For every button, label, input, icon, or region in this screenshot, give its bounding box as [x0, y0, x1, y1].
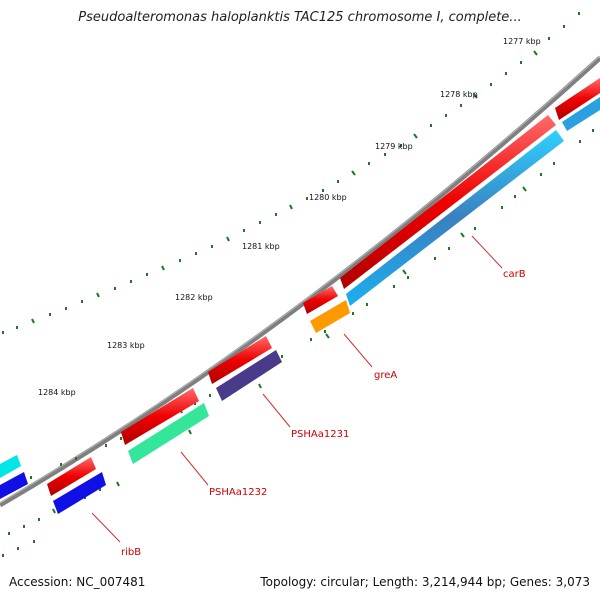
map-title: Pseudoalteromonas haloplanktis TAC125 ch… — [78, 10, 522, 25]
gene-feature[interactable] — [562, 97, 600, 131]
gene-label-ribb[interactable]: ribB — [121, 547, 141, 558]
gene-feature-ribb[interactable] — [47, 457, 96, 496]
gene-label-grea[interactable]: greA — [374, 370, 397, 381]
gene-label-pshaa1231[interactable]: PSHAa1231 — [291, 429, 349, 440]
gene-feature-carb-minus[interactable] — [346, 130, 564, 306]
tick-label: 1277 kbp — [503, 37, 541, 46]
tick-label: 1280 kbp — [309, 193, 347, 202]
gene-feature-pshaa1231-minus[interactable] — [216, 350, 282, 401]
gene-feature-pshaa1231[interactable] — [208, 336, 272, 384]
gene-feature[interactable] — [0, 455, 21, 478]
outer-major-ticks — [31, 50, 538, 324]
accession-text: Accession: NC_007481 — [9, 575, 146, 589]
gene-feature[interactable] — [0, 472, 28, 499]
gene-label-pshaa1232[interactable]: PSHAa1232 — [209, 487, 267, 498]
tick-label: 1282 kbp — [175, 293, 213, 302]
gene-feature[interactable] — [555, 78, 600, 120]
tick-label: 1278 kbp — [440, 90, 478, 99]
gene-feature-grea[interactable] — [303, 286, 338, 314]
tick-label: 1279 kbp — [375, 142, 413, 151]
gene-feature-ribb-minus[interactable] — [53, 472, 106, 514]
gene-tracks — [0, 78, 600, 514]
inner-major-ticks — [52, 186, 527, 514]
gene-label-carb[interactable]: carB — [503, 269, 526, 280]
gene-feature-pshaa1232-minus[interactable] — [128, 403, 209, 464]
genome-backbone-highlight — [0, 55, 600, 504]
genome-summary-text: Topology: circular; Length: 3,214,944 bp… — [260, 575, 590, 589]
gene-feature-pshaa1232[interactable] — [121, 388, 199, 445]
tick-label: 1283 kbp — [107, 341, 145, 350]
gene-feature-carb[interactable] — [340, 115, 556, 289]
tick-label: 1284 kbp — [38, 388, 76, 397]
tick-label: 1281 kbp — [242, 242, 280, 251]
genome-backbone — [0, 56, 600, 508]
gene-feature-grea-minus[interactable] — [310, 300, 350, 333]
gene-label-leaders — [91, 235, 503, 543]
outer-tick-ring — [2, 12, 580, 334]
